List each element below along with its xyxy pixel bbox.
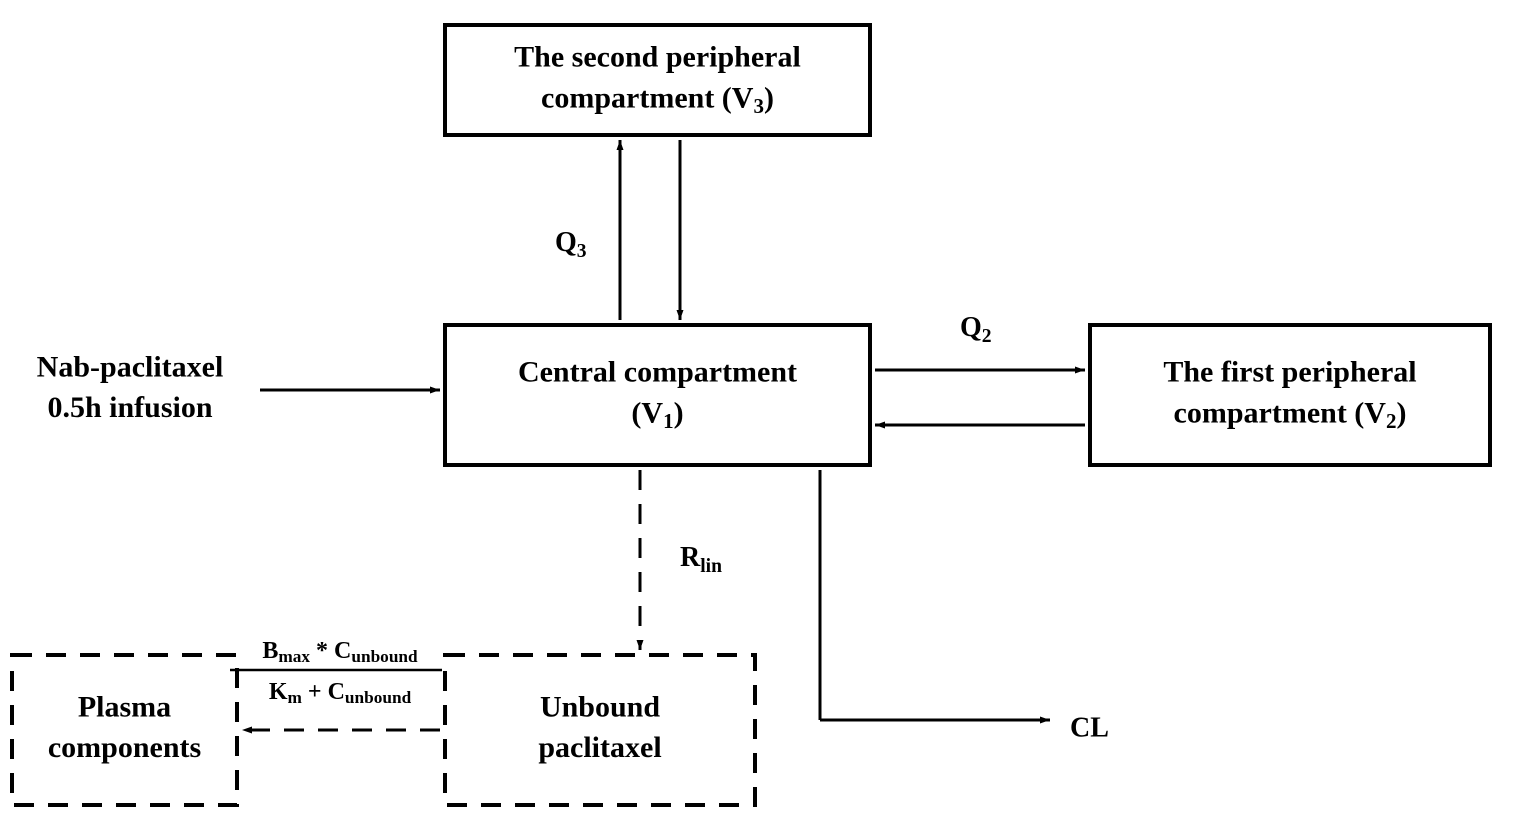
svg-text:The first peripheral: The first peripheral bbox=[1163, 356, 1416, 389]
svg-text:Km + Cunbound: Km + Cunbound bbox=[269, 678, 412, 706]
svg-text:Unbound: Unbound bbox=[540, 691, 660, 724]
pk-compartment-diagram: Nab-paclitaxel 0.5h infusion The second pe… bbox=[0, 0, 1524, 829]
svg-text:The second peripheral: The second peripheral bbox=[514, 41, 801, 74]
node-v1: Central compartment (V1) bbox=[445, 325, 870, 465]
label-q3: Q3 bbox=[555, 227, 587, 261]
node-input: Nab-paclitaxel 0.5h infusion bbox=[37, 351, 224, 425]
svg-text:compartment (V2): compartment (V2) bbox=[1174, 396, 1407, 432]
svg-text:components: components bbox=[48, 731, 201, 764]
node-unbound: Unbound paclitaxel bbox=[445, 655, 755, 805]
label-rlin: Rlin bbox=[680, 542, 722, 576]
svg-text:Plasma: Plasma bbox=[78, 691, 171, 724]
svg-text:(V1): (V1) bbox=[631, 396, 683, 432]
svg-text:0.5h infusion: 0.5h infusion bbox=[47, 391, 212, 424]
node-v2: The first peripheral compartment (V2) bbox=[1090, 325, 1490, 465]
label-cl: CL bbox=[1070, 712, 1109, 743]
label-q2: Q2 bbox=[960, 312, 992, 346]
svg-text:compartment (V3): compartment (V3) bbox=[541, 81, 774, 117]
svg-text:Bmax * Cunbound: Bmax * Cunbound bbox=[262, 638, 418, 666]
svg-text:paclitaxel: paclitaxel bbox=[538, 731, 661, 764]
svg-text:Nab-paclitaxel: Nab-paclitaxel bbox=[37, 351, 224, 384]
node-plasma: Plasma components bbox=[12, 655, 237, 805]
node-v3: The second peripheral compartment (V3) bbox=[445, 25, 870, 135]
binding-fraction: Bmax * Cunbound Km + Cunbound bbox=[230, 638, 442, 707]
svg-text:Central compartment: Central compartment bbox=[518, 356, 797, 389]
